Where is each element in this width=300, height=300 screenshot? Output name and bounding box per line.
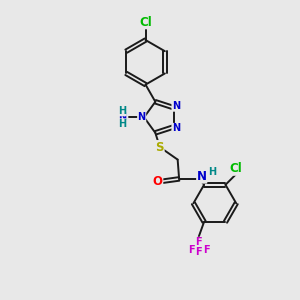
Text: F: F xyxy=(195,248,202,257)
Text: N: N xyxy=(172,123,180,134)
Text: N: N xyxy=(172,101,180,111)
Text: N: N xyxy=(118,112,126,122)
Text: F: F xyxy=(195,237,202,247)
Text: F: F xyxy=(188,245,195,255)
Text: H: H xyxy=(118,119,126,129)
Text: H: H xyxy=(118,106,126,116)
Text: N: N xyxy=(197,170,207,183)
Text: Cl: Cl xyxy=(230,162,242,175)
Text: F: F xyxy=(203,245,209,255)
Text: O: O xyxy=(153,175,163,188)
Text: H: H xyxy=(208,167,216,177)
Text: S: S xyxy=(156,141,164,154)
Text: Cl: Cl xyxy=(139,16,152,29)
Text: N: N xyxy=(138,112,146,122)
